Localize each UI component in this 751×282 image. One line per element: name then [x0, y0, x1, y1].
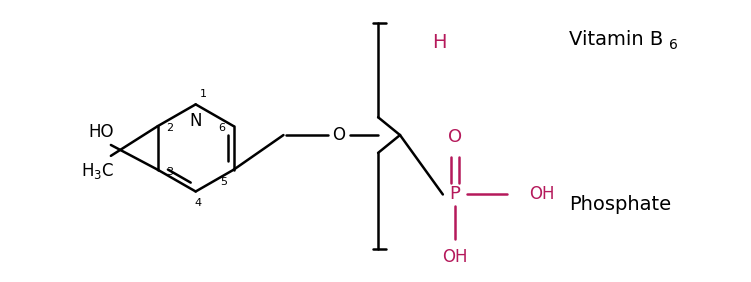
Text: 3: 3: [166, 167, 173, 177]
Text: O: O: [448, 128, 462, 146]
Text: O: O: [332, 126, 345, 144]
Text: OH: OH: [529, 186, 555, 204]
Text: 2: 2: [166, 123, 173, 133]
Text: Phosphate: Phosphate: [569, 195, 671, 214]
Text: 4: 4: [194, 198, 201, 208]
Text: OH: OH: [442, 248, 468, 266]
Text: N: N: [189, 112, 202, 130]
Text: H: H: [433, 34, 447, 52]
Text: 1: 1: [200, 89, 207, 100]
Text: 6: 6: [219, 123, 225, 133]
Text: H$_3$C: H$_3$C: [81, 161, 115, 181]
Text: 6: 6: [669, 38, 678, 52]
Text: Vitamin B: Vitamin B: [569, 30, 664, 49]
Text: P: P: [449, 186, 460, 204]
Text: HO: HO: [88, 123, 113, 141]
Text: 5: 5: [220, 177, 227, 187]
